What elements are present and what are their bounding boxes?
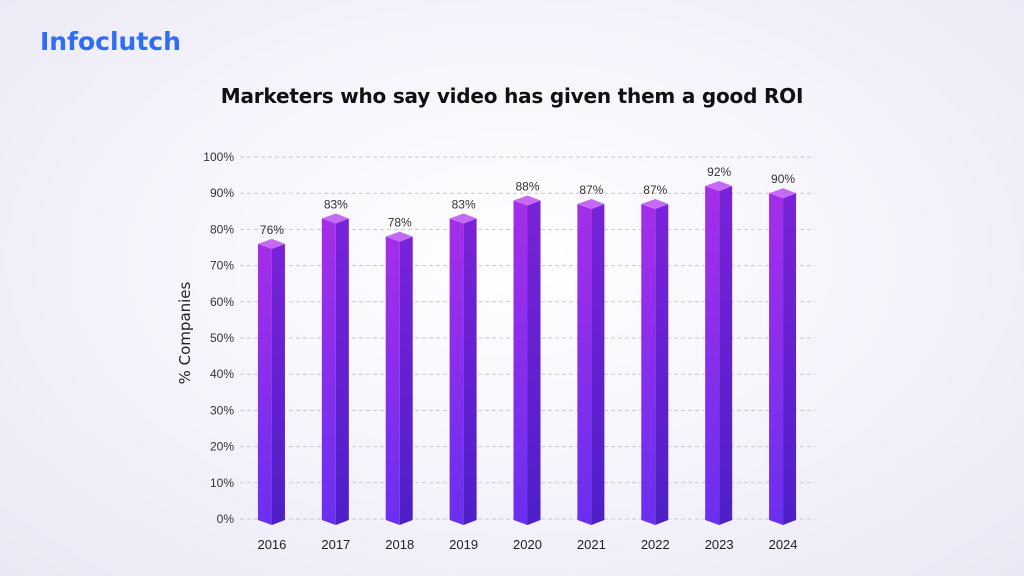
value-labels: 76% 83% 78% 83% 88% 87% 87% 92% 90%: [260, 165, 795, 237]
bar-top-cap: [769, 188, 797, 199]
brand-logo: Infoclutch: [40, 24, 200, 65]
y-tick-label: 90%: [210, 186, 234, 200]
bar: [385, 231, 413, 525]
bar-top-cap: [321, 213, 349, 224]
y-tick-label: 0%: [217, 512, 235, 526]
y-tick-label: 10%: [210, 476, 234, 490]
y-tick-label: 70%: [210, 259, 234, 273]
data-label: 92%: [707, 165, 731, 179]
bar-front-face: [513, 200, 528, 525]
data-label: 88%: [515, 179, 539, 193]
data-label: 76%: [260, 223, 284, 237]
bar-top-cap: [705, 180, 733, 191]
bar: [769, 188, 797, 525]
bar-side-face: [463, 218, 477, 526]
bar: [449, 213, 477, 526]
x-axis-categories: 2016 2017 2018 2019 2020 2021 2022 2023 2024: [257, 537, 797, 552]
y-axis-ticks: 0% 10% 20% 30% 40% 50% 60% 70% 80% 90% 100%: [203, 150, 234, 526]
x-tick-label: 2020: [513, 537, 542, 552]
x-tick-label: 2021: [577, 537, 606, 552]
logo-text: Infoclutch: [40, 27, 181, 56]
x-tick-label: 2023: [705, 537, 734, 552]
y-tick-label: 80%: [210, 222, 234, 236]
bar: [321, 213, 349, 526]
bar-side-face: [719, 185, 733, 525]
x-tick-label: 2024: [769, 537, 798, 552]
y-tick-label: 40%: [210, 367, 234, 381]
bar: [641, 199, 669, 525]
y-tick-label: 60%: [210, 295, 234, 309]
data-label: 87%: [579, 183, 603, 197]
data-label: 90%: [771, 172, 795, 186]
y-tick-label: 50%: [210, 331, 234, 345]
bar-side-face: [335, 218, 349, 526]
x-tick-label: 2017: [321, 537, 350, 552]
bar-front-face: [257, 243, 272, 525]
bar-top-cap: [513, 195, 541, 206]
bar: [577, 199, 605, 525]
bar-side-face: [271, 243, 285, 525]
bar: [257, 238, 285, 525]
bar-side-face: [399, 236, 413, 525]
data-label: 83%: [324, 198, 348, 212]
bars: [257, 180, 797, 526]
y-tick-label: 20%: [210, 440, 234, 454]
x-tick-label: 2022: [641, 537, 670, 552]
bar: [513, 195, 541, 525]
y-axis-title: % Companies: [176, 281, 194, 384]
data-label: 83%: [452, 198, 476, 212]
bar-front-face: [769, 193, 784, 525]
bar-side-face: [655, 204, 669, 525]
bar-front-face: [641, 204, 656, 525]
bar-side-face: [783, 193, 797, 525]
x-tick-label: 2019: [449, 537, 478, 552]
x-tick-label: 2016: [257, 537, 286, 552]
y-tick-label: 30%: [210, 403, 234, 417]
bar-top-cap: [577, 199, 605, 210]
y-tick-label: 100%: [203, 150, 234, 164]
bar: [705, 180, 733, 525]
x-tick-label: 2018: [385, 537, 414, 552]
bar-side-face: [591, 204, 605, 525]
data-label: 87%: [643, 183, 667, 197]
bar-top-cap: [385, 231, 413, 242]
bar-front-face: [705, 185, 720, 525]
bar-front-face: [577, 204, 592, 525]
bar-top-cap: [641, 199, 669, 210]
bar-side-face: [527, 200, 541, 525]
bar-top-cap: [449, 213, 477, 224]
chart-title: Marketers who say video has given them a…: [220, 84, 804, 108]
bar-front-face: [321, 218, 336, 526]
bar-front-face: [449, 218, 464, 526]
data-label: 78%: [388, 216, 412, 230]
bar-front-face: [385, 236, 400, 525]
bar-top-cap: [257, 238, 285, 249]
logo-wordmark: Infoclutch: [40, 27, 181, 56]
